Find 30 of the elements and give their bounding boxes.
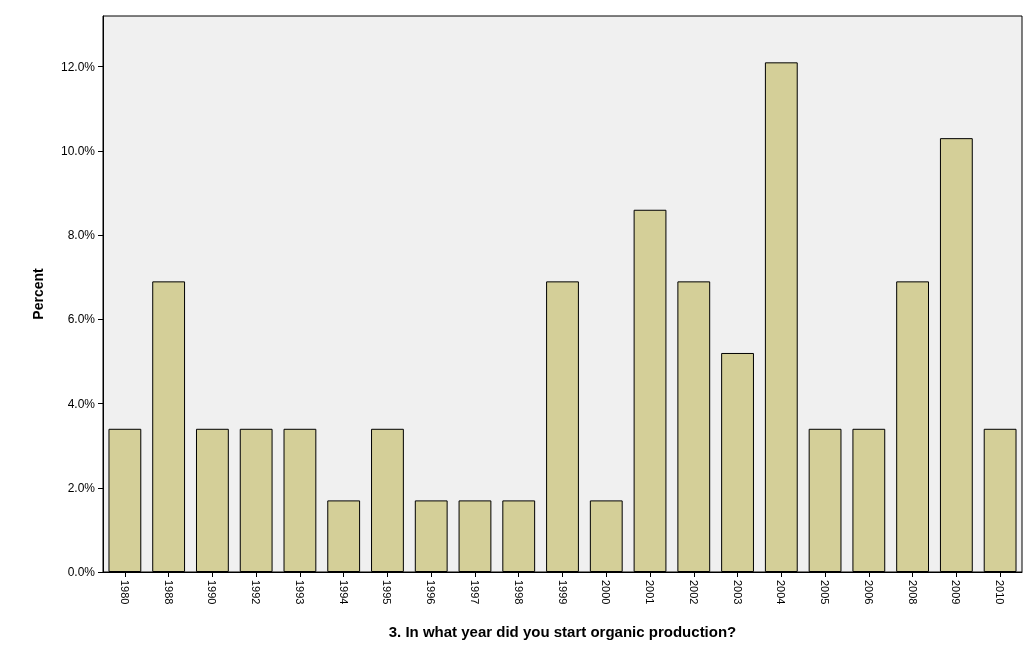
x-tick-label: 1988: [162, 580, 175, 605]
x-tick-label: 1994: [337, 580, 350, 605]
x-tick-label: 2009: [950, 580, 963, 605]
x-tick-label: 2001: [644, 580, 657, 605]
x-tick-label: 2010: [994, 580, 1007, 605]
x-tick-label: 1993: [293, 580, 306, 605]
x-tick-label: 1999: [556, 580, 569, 605]
y-tick-label: 10.0%: [60, 143, 96, 158]
x-tick-label: 2004: [775, 580, 788, 605]
x-tick-label: 1998: [512, 580, 525, 605]
y-tick-label: 12.0%: [60, 59, 96, 74]
y-tick-label: 0.0%: [67, 565, 96, 579]
x-tick-label: 2008: [906, 580, 919, 605]
x-tick-label: 1990: [206, 580, 219, 605]
x-tick-label: 1980: [118, 580, 131, 605]
y-tick-label: 4.0%: [67, 396, 96, 411]
x-tick-label: 2002: [687, 580, 700, 605]
x-tick-label: 2005: [819, 580, 832, 605]
x-tick-label: 2006: [862, 580, 875, 605]
y-tick-label: 8.0%: [67, 228, 96, 243]
y-axis-title: Percent: [30, 267, 46, 320]
x-tick-label: 1997: [468, 580, 481, 605]
x-tick-label: 2000: [600, 580, 613, 605]
y-tick-label: 2.0%: [67, 480, 96, 495]
y-tick-label: 6.0%: [67, 312, 96, 327]
x-tick-label: 1992: [250, 580, 263, 605]
x-axis-title: 3. In what year did you start organic production?: [388, 623, 737, 640]
x-tick-label: 2003: [731, 580, 744, 605]
x-tick-label: 1995: [381, 580, 394, 605]
x-tick-label: 1996: [425, 580, 438, 605]
